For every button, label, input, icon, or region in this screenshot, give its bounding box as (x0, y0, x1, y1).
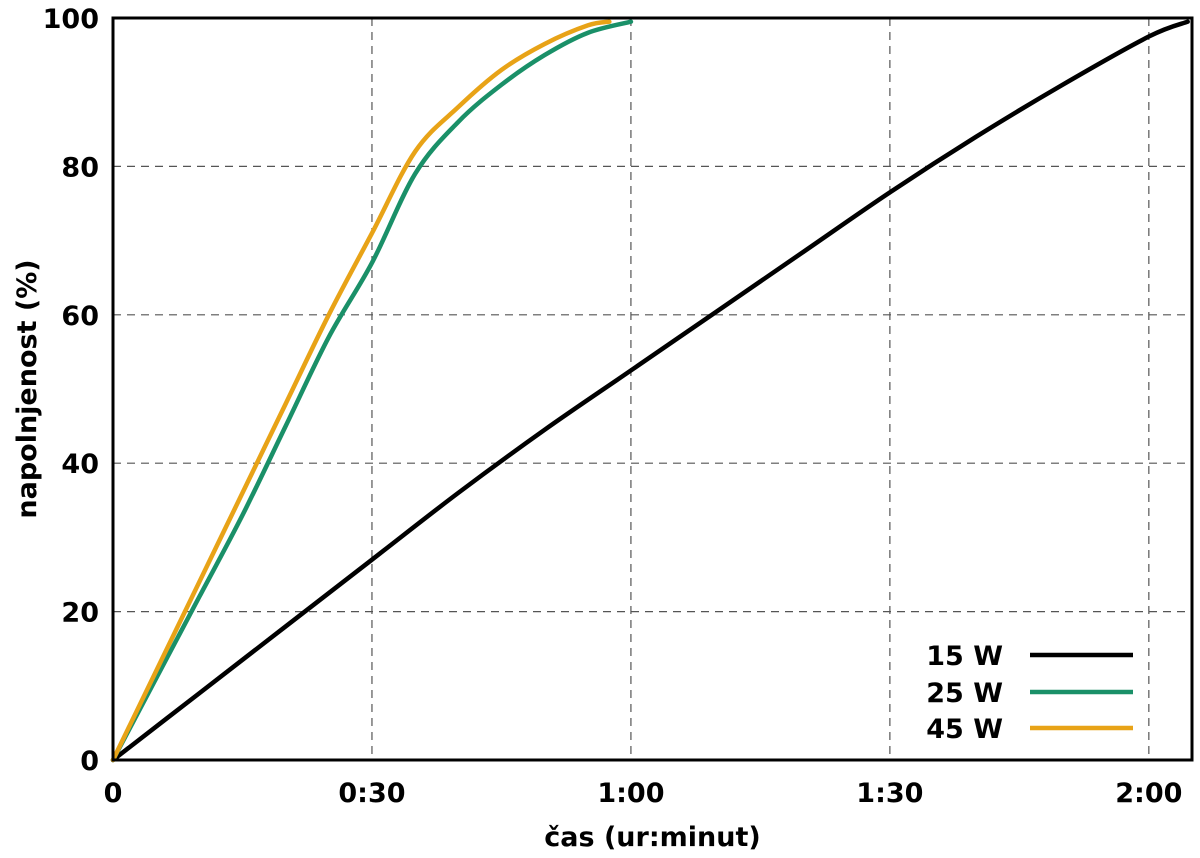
y-tick-label: 40 (61, 449, 99, 480)
y-tick-label: 80 (61, 152, 99, 183)
x-tick-label: 1:30 (856, 778, 923, 809)
grid (113, 18, 1192, 760)
x-tick-label: 1:00 (597, 778, 664, 809)
series-line-15w (110, 19, 1190, 763)
legend-label-25w: 25 W (926, 678, 1003, 709)
y-tick-label: 0 (80, 746, 99, 777)
legend-label-45w: 45 W (926, 714, 1003, 745)
x-axis-label: čas (ur:minut) (544, 822, 760, 853)
series-line-25w (110, 19, 634, 763)
legend-label-15w: 15 W (926, 641, 1003, 672)
x-tick-label: 0 (104, 778, 123, 809)
series-layer (110, 19, 1190, 763)
y-tick-label: 60 (61, 301, 99, 332)
series-line-45w (110, 19, 612, 763)
plot-frame (111, 16, 1194, 762)
tick-labels: 0 20 40 60 80 100 0 0:30 1:00 1:30 2:00 (43, 4, 1183, 809)
y-tick-label: 100 (43, 4, 99, 35)
legend: 15 W 25 W 45 W (926, 641, 1133, 745)
x-tick-label: 2:00 (1115, 778, 1182, 809)
x-tick-label: 0:30 (338, 778, 405, 809)
y-tick-label: 20 (61, 598, 99, 629)
y-axis-label: napolnjenost (%) (12, 259, 43, 518)
